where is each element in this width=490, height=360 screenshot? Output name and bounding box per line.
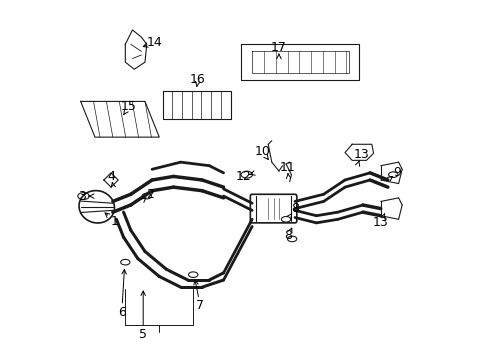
Text: 15: 15: [121, 100, 137, 113]
Text: 5: 5: [139, 328, 147, 341]
Text: 1: 1: [111, 215, 119, 228]
Text: 6: 6: [118, 306, 126, 319]
Text: 17: 17: [271, 41, 287, 54]
Text: 16: 16: [190, 73, 206, 86]
Text: 2: 2: [147, 188, 154, 201]
Text: 8: 8: [291, 202, 299, 215]
Text: 13: 13: [373, 216, 389, 229]
Text: 11: 11: [279, 161, 295, 174]
Text: 12: 12: [235, 170, 251, 183]
Text: 7: 7: [196, 299, 204, 312]
Text: 14: 14: [147, 36, 163, 49]
Text: 3: 3: [78, 190, 86, 203]
Text: 13: 13: [353, 148, 369, 162]
Text: 8: 8: [285, 229, 293, 242]
Text: 9: 9: [393, 166, 401, 179]
Text: 4: 4: [107, 170, 115, 183]
Text: 10: 10: [254, 145, 270, 158]
